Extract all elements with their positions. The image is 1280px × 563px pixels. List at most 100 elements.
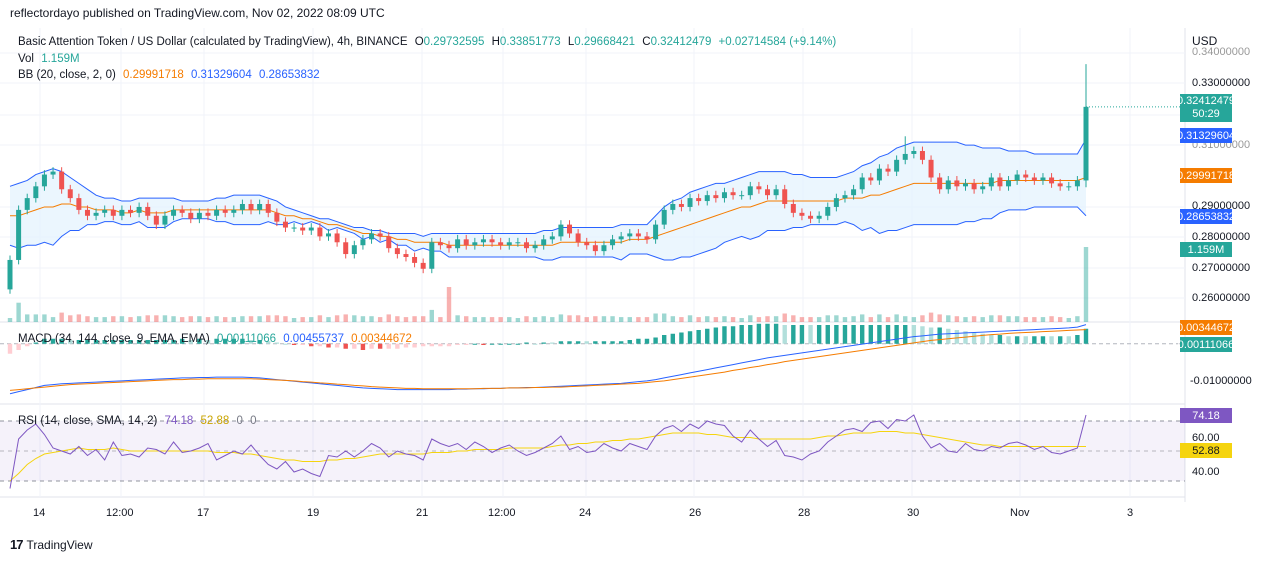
macd-hist-bar xyxy=(1014,336,1020,344)
volume-bar xyxy=(1049,316,1054,322)
candle-body xyxy=(635,233,641,237)
candle-body xyxy=(33,186,39,199)
macd-hist-bar xyxy=(50,338,56,344)
volume-bar xyxy=(283,316,288,322)
macd-hist-bar xyxy=(791,325,796,344)
volume-bar xyxy=(679,317,684,322)
macd-hist-bar xyxy=(489,343,495,345)
volume-bar xyxy=(162,315,168,322)
candle-body xyxy=(842,195,848,199)
volume-bar xyxy=(894,314,899,322)
volume-bar xyxy=(696,317,701,322)
volume-bar xyxy=(205,317,211,322)
candle-body xyxy=(911,151,917,154)
macd-hist-bar xyxy=(171,340,176,344)
time-tick: 17 xyxy=(197,507,210,519)
bb-basis-value: 0.29991718 xyxy=(123,69,184,81)
macd-hist-bar xyxy=(197,338,202,344)
volume-bar xyxy=(1066,318,1071,322)
macd-hist-bar xyxy=(627,340,632,344)
macd-hist-bar xyxy=(59,338,64,344)
candle-body xyxy=(265,204,271,213)
candle-body xyxy=(713,195,719,199)
volume-bar xyxy=(980,317,985,322)
time-tick: 14 xyxy=(33,507,46,519)
candle-body xyxy=(808,215,814,219)
volume-bar xyxy=(197,316,202,322)
volume-bar xyxy=(584,317,589,322)
volume-bar xyxy=(111,316,116,322)
macd-hist-bar xyxy=(997,335,1003,344)
macd-hist-bar xyxy=(352,343,357,349)
volume-bar xyxy=(412,316,417,322)
macd-hist-bar xyxy=(102,340,107,344)
candle-body xyxy=(403,254,409,257)
volume-bar xyxy=(1040,317,1046,322)
low-label: L xyxy=(567,36,575,48)
macd-hist-bar xyxy=(438,343,443,347)
volume-bar xyxy=(954,316,960,322)
candle-body xyxy=(308,227,314,231)
footer-brand: TradingView xyxy=(26,537,93,552)
candle-body xyxy=(506,242,512,246)
volume-bar xyxy=(1032,317,1037,322)
macd-hist-bar xyxy=(33,342,39,344)
volume-bar xyxy=(377,317,383,322)
candle-body xyxy=(343,242,349,255)
volume-bar xyxy=(627,317,632,322)
volume-bar xyxy=(455,315,460,322)
macd-hist-bar xyxy=(377,343,383,349)
price-tick: 0.26000000 xyxy=(1192,292,1251,304)
macd-hist-bar xyxy=(317,343,323,347)
candle-body xyxy=(549,236,555,240)
bb-lower-line xyxy=(9,206,1087,261)
chart-canvas[interactable] xyxy=(0,28,1280,530)
volume-bar xyxy=(472,317,478,322)
volume-bar xyxy=(171,316,176,322)
macd-hist-bar xyxy=(662,335,667,344)
last-price-value: 0.32412479 xyxy=(1176,95,1236,107)
volume-bar xyxy=(670,316,676,322)
macd-line-value: 0.00455737 xyxy=(283,333,344,345)
candle-body xyxy=(833,198,839,207)
volume-bar xyxy=(618,317,624,322)
macd-hist-bar xyxy=(274,342,280,344)
macd-hist-bar xyxy=(1083,328,1089,344)
macd-hist-bar xyxy=(739,325,744,344)
candle-body xyxy=(851,189,857,196)
high-value: 0.33851773 xyxy=(499,36,561,48)
candle-body xyxy=(351,245,357,255)
candle-body xyxy=(437,242,443,246)
macd-hist-bar xyxy=(550,342,555,344)
volume-bar xyxy=(644,317,650,322)
macd-hist-bar xyxy=(808,325,813,344)
volume-bar xyxy=(911,317,917,322)
candle-body xyxy=(50,171,56,175)
volume-bar xyxy=(791,315,796,322)
time-tick: 24 xyxy=(579,507,592,519)
volume-bar xyxy=(705,316,710,322)
footer[interactable]: 17 TradingView xyxy=(10,537,93,552)
volume-bar xyxy=(567,315,572,322)
symbol-title: Basic Attention Token / US Dollar (calcu… xyxy=(18,36,408,48)
volume-bar xyxy=(1083,247,1089,322)
candle-body xyxy=(394,248,400,255)
candle-body xyxy=(171,209,177,216)
volume-bar xyxy=(257,316,262,322)
candle-body xyxy=(567,224,573,234)
candle-body xyxy=(136,206,142,213)
volume-bar xyxy=(610,316,615,322)
candle-body xyxy=(153,215,159,225)
volume-bar xyxy=(834,315,839,322)
candle-body xyxy=(859,177,865,190)
macd-hist-bar xyxy=(575,341,581,344)
bb-label: BB (20, close, 2, 0) xyxy=(18,69,116,81)
candle-body xyxy=(721,192,727,199)
volume-bar xyxy=(446,287,452,322)
bb-lower-tag: 0.28653832 xyxy=(1176,209,1236,224)
macd-hist-bar xyxy=(877,325,882,344)
macd-hist-bar xyxy=(765,323,770,344)
candle-body xyxy=(670,204,676,210)
rsi-tick: 40.00 xyxy=(1192,466,1220,478)
candle-body xyxy=(644,236,650,240)
